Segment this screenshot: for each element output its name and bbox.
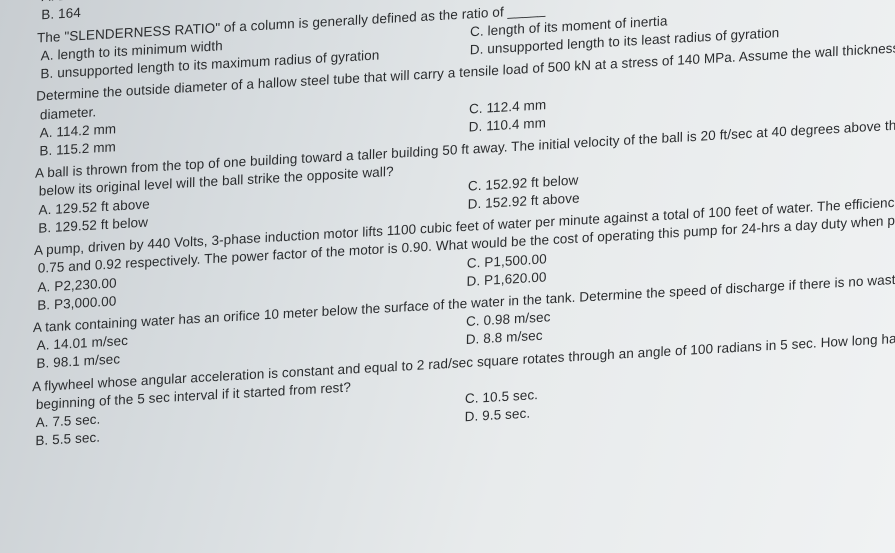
exam-page: 69.How many A. 146 B. 164 70.The "SLENDE…	[1, 0, 895, 457]
